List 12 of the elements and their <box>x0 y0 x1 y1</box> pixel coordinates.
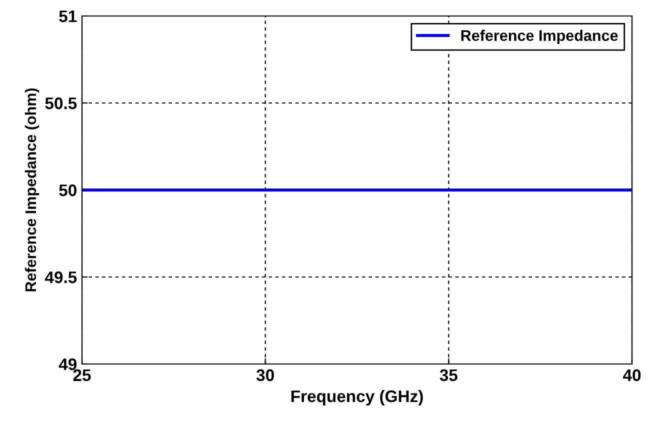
y-tick-label: 49 <box>58 358 77 370</box>
y-axis-title: Reference Impedance (ohm) <box>24 88 40 292</box>
x-tick-label: 25 <box>73 369 91 382</box>
x-tick-label: 30 <box>256 369 274 382</box>
x-axis-title: Frequency (GHz) <box>291 390 423 406</box>
x-tick-label: 40 <box>622 369 641 382</box>
legend-label: Reference Impedance <box>461 30 618 44</box>
y-tick-label: 50 <box>59 184 76 196</box>
x-tick-label: 35 <box>440 369 458 382</box>
y-tick-label: 49.5 <box>44 271 77 284</box>
y-tick-label: 51 <box>59 10 77 22</box>
y-tick-label: 50.5 <box>45 97 77 110</box>
